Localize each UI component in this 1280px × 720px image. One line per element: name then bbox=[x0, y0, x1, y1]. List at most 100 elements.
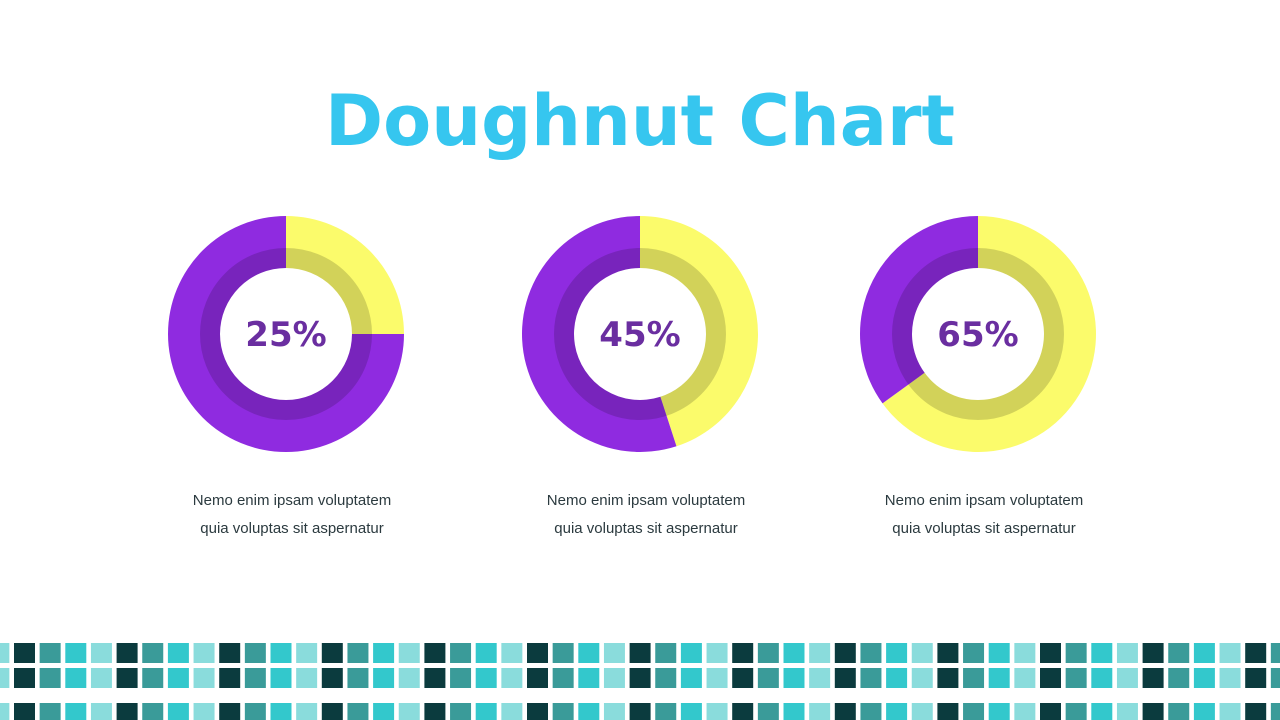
tile bbox=[988, 643, 1010, 663]
tile bbox=[1193, 643, 1215, 663]
tile bbox=[963, 643, 985, 663]
tile bbox=[116, 668, 138, 688]
tile bbox=[1091, 703, 1113, 720]
tile bbox=[270, 703, 292, 720]
tile bbox=[860, 643, 882, 663]
tile bbox=[1168, 643, 1190, 663]
tile bbox=[347, 643, 369, 663]
tile bbox=[911, 668, 933, 688]
tile bbox=[603, 668, 625, 688]
tile bbox=[886, 668, 908, 688]
tile bbox=[1065, 703, 1087, 720]
caption: quia voluptas sit aspernatur bbox=[892, 520, 1075, 537]
tile bbox=[1142, 643, 1164, 663]
tile bbox=[911, 643, 933, 663]
tile bbox=[783, 643, 805, 663]
tile bbox=[270, 668, 292, 688]
tile bbox=[963, 668, 985, 688]
tile bbox=[552, 668, 574, 688]
slide-title: Doughnut Chart bbox=[325, 80, 955, 162]
inner-ring-shade bbox=[554, 248, 726, 420]
tile bbox=[14, 703, 35, 720]
tile bbox=[296, 668, 318, 688]
tile bbox=[1245, 643, 1267, 663]
tile bbox=[527, 643, 548, 663]
tile bbox=[1270, 668, 1280, 688]
tile bbox=[732, 643, 754, 663]
tile bbox=[424, 703, 446, 720]
tile bbox=[834, 643, 856, 663]
tile bbox=[1270, 703, 1280, 720]
center-label: 25% bbox=[245, 315, 326, 355]
tile bbox=[373, 643, 395, 663]
center-label: 65% bbox=[937, 315, 1018, 355]
tile bbox=[39, 643, 61, 663]
tile bbox=[1091, 643, 1113, 663]
tile bbox=[14, 643, 35, 663]
doughnut-segment bbox=[286, 216, 404, 334]
tile bbox=[1014, 643, 1036, 663]
tile bbox=[629, 643, 651, 663]
tile bbox=[90, 703, 112, 720]
tile bbox=[193, 643, 215, 663]
tile bbox=[270, 643, 292, 663]
tile bbox=[167, 668, 189, 688]
tile bbox=[680, 668, 702, 688]
tile bbox=[0, 703, 10, 720]
caption: Nemo enim ipsam voluptatem bbox=[885, 492, 1083, 509]
tile bbox=[1040, 668, 1061, 688]
tile bbox=[757, 703, 779, 720]
tile bbox=[937, 643, 959, 663]
tile bbox=[655, 668, 677, 688]
tile bbox=[65, 703, 87, 720]
tile bbox=[1116, 703, 1138, 720]
tile bbox=[501, 703, 523, 720]
tile bbox=[142, 668, 164, 688]
tile bbox=[527, 703, 548, 720]
tile bbox=[398, 643, 420, 663]
tile bbox=[244, 703, 266, 720]
tile bbox=[732, 668, 754, 688]
tile bbox=[1014, 668, 1036, 688]
tile bbox=[39, 703, 61, 720]
tile bbox=[783, 668, 805, 688]
tile bbox=[937, 703, 959, 720]
tile bbox=[757, 668, 779, 688]
tile bbox=[501, 668, 523, 688]
tile bbox=[90, 643, 112, 663]
caption: quia voluptas sit aspernatur bbox=[554, 520, 737, 537]
tile bbox=[1142, 668, 1164, 688]
tile bbox=[732, 703, 754, 720]
tile bbox=[1040, 703, 1061, 720]
tile bbox=[39, 668, 61, 688]
tile bbox=[373, 703, 395, 720]
tile bbox=[1219, 643, 1241, 663]
tile bbox=[886, 643, 908, 663]
tile bbox=[603, 703, 625, 720]
tile bbox=[963, 703, 985, 720]
tile bbox=[450, 643, 472, 663]
tile bbox=[655, 703, 677, 720]
tile bbox=[860, 668, 882, 688]
tile bbox=[296, 703, 318, 720]
tile bbox=[373, 668, 395, 688]
tile bbox=[424, 668, 446, 688]
tile bbox=[1245, 703, 1267, 720]
tile bbox=[1168, 668, 1190, 688]
tile bbox=[398, 668, 420, 688]
tile bbox=[988, 703, 1010, 720]
tile bbox=[219, 668, 241, 688]
tile bbox=[1040, 643, 1061, 663]
doughnut-segment bbox=[882, 216, 1097, 452]
tile bbox=[475, 643, 497, 663]
tile bbox=[219, 643, 241, 663]
tile bbox=[167, 643, 189, 663]
tile bbox=[552, 703, 574, 720]
tile bbox=[1193, 703, 1215, 720]
tile bbox=[527, 668, 548, 688]
tile bbox=[424, 643, 446, 663]
tile bbox=[809, 703, 831, 720]
tile bbox=[0, 668, 10, 688]
